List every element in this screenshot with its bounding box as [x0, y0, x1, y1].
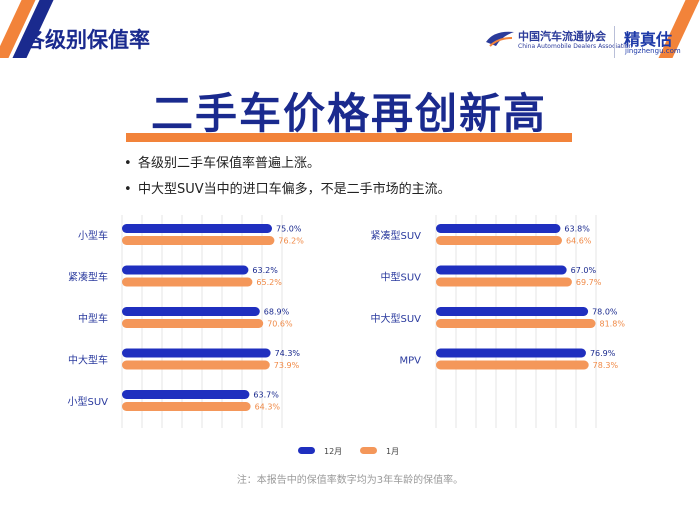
bar-dec: [436, 265, 567, 275]
cada-name: 中国汽车流通协会: [518, 30, 606, 43]
bar-dec: [436, 224, 561, 233]
bar-dec: [122, 224, 272, 233]
bar-dec: [122, 307, 260, 316]
bullet-1-text: 各级别二手车保值率普遍上涨。: [138, 156, 321, 171]
data-label: 70.6%: [267, 320, 293, 329]
category-label: MPV: [400, 356, 422, 367]
bar-jan: [122, 236, 275, 245]
data-label: 63.8%: [564, 225, 590, 234]
data-label: 81.8%: [600, 320, 626, 329]
bar-jan: [436, 360, 589, 370]
headline-text: 二手车价格再创新高: [150, 89, 547, 138]
data-label: 78.0%: [592, 308, 618, 317]
data-label: 63.7%: [253, 391, 279, 400]
data-label: 69.7%: [576, 278, 602, 287]
bar-jan: [436, 319, 596, 328]
cada-logo-icon: [486, 31, 514, 47]
data-label: 64.6%: [566, 237, 592, 246]
headline: 二手车价格再创新高: [126, 80, 572, 142]
logo-divider: [614, 26, 615, 58]
data-label: 67.0%: [571, 266, 597, 275]
category-label: 小型SUV: [67, 395, 108, 408]
data-label: 65.2%: [256, 278, 282, 287]
bar-dec: [122, 265, 249, 275]
bar-dec: [122, 390, 250, 399]
header: 各级别保值率 中国汽车流通协会 China Automobile Dealers…: [0, 0, 700, 64]
data-label: 68.9%: [264, 308, 290, 317]
bullet-2-text: 中大型SUV当中的进口车偏多，不是二手市场的主流。: [138, 182, 451, 197]
legend-label: 1月: [386, 447, 399, 456]
data-label: 73.9%: [274, 361, 300, 370]
cada-name-en: China Automobile Dealers Association: [518, 43, 633, 50]
bar-jan: [122, 360, 270, 370]
category-label: 中大型车: [68, 354, 108, 367]
footnote: 注：本报告中的保值率数字均为3年车龄的保值率。: [236, 475, 464, 486]
jingzhengu-logo: 精真估: [624, 30, 673, 49]
data-label: 76.2%: [278, 237, 304, 246]
data-label: 74.3%: [275, 349, 301, 358]
data-label: 63.2%: [252, 266, 278, 275]
bar-jan: [122, 319, 264, 328]
legend-swatch: [360, 447, 377, 454]
data-label: 78.3%: [593, 361, 619, 370]
bullet-dot: •: [124, 156, 132, 171]
category-label: 紧凑型SUV: [370, 229, 421, 242]
bullet-dot: •: [124, 182, 132, 197]
jingzhengu-url: jingzhengu.com: [625, 47, 681, 55]
bar-jan: [436, 277, 572, 287]
category-label: 小型车: [78, 229, 108, 242]
bar-jan: [122, 402, 251, 411]
data-label: 76.9%: [590, 349, 616, 358]
category-label: 中大型SUV: [370, 312, 421, 325]
bar-dec: [122, 348, 271, 358]
category-label: 中型SUV: [380, 271, 421, 284]
bullet-1: • 各级别二手车保值率普遍上涨。: [124, 152, 320, 171]
bar-dec: [436, 348, 586, 358]
section-title: 各级别保值率: [24, 28, 150, 52]
headline-underline: [126, 133, 572, 142]
legend-swatch: [298, 447, 315, 454]
category-label: 中型车: [78, 312, 108, 325]
bar-jan: [436, 236, 562, 245]
category-label: 紧凑型车: [68, 271, 108, 284]
bullet-2: • 中大型SUV当中的进口车偏多，不是二手市场的主流。: [124, 178, 451, 197]
legend-label: 12月: [324, 447, 342, 456]
data-label: 75.0%: [276, 225, 302, 234]
bar-jan: [122, 277, 253, 287]
data-label: 64.3%: [255, 403, 281, 412]
bar-dec: [436, 307, 589, 316]
